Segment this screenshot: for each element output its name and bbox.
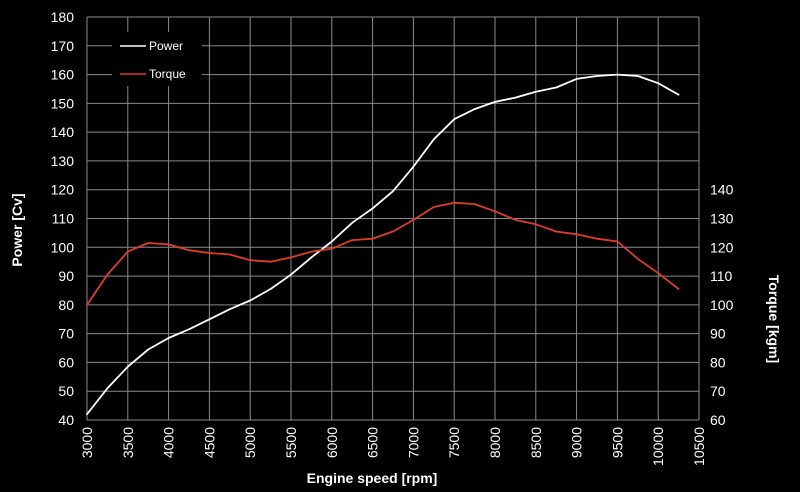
x-tick-label: 10500 — [691, 427, 707, 466]
y-left-tick-label: 130 — [51, 153, 75, 169]
y-axis-right-label: Torque [kgm] — [766, 275, 782, 363]
x-tick-label: 10000 — [650, 427, 666, 466]
y-left-tick-label: 100 — [51, 239, 75, 255]
right-axis-ticks: 60 70 80 90 100 110 120 130 140 — [710, 182, 734, 428]
y-left-tick-label: 110 — [52, 211, 75, 227]
x-axis-ticks: 3000 3500 4000 4500 5000 5500 6000 6500 7000 7500… — [79, 427, 707, 466]
y-right-tick-label: 130 — [710, 211, 734, 227]
y-left-tick-label: 40 — [58, 412, 74, 428]
x-tick-label: 9000 — [569, 427, 585, 458]
y-left-tick-label: 120 — [51, 182, 75, 198]
y-left-tick-label: 170 — [51, 38, 75, 54]
y-axis-left-label: Power [Cv] — [9, 193, 25, 266]
series-layer — [86, 73, 680, 416]
x-tick-label: 5000 — [242, 427, 258, 458]
y-left-tick-label: 160 — [51, 67, 75, 83]
y-right-tick-label: 120 — [710, 239, 734, 255]
series-line-power — [86, 73, 680, 416]
x-tick-label: 8000 — [487, 427, 503, 458]
y-right-tick-label: 90 — [710, 326, 726, 342]
x-tick-label: 4000 — [161, 427, 177, 458]
x-tick-label: 3500 — [120, 427, 136, 458]
y-right-tick-label: 60 — [710, 412, 726, 428]
y-left-tick-label: 90 — [58, 268, 74, 284]
y-right-tick-label: 70 — [710, 383, 726, 399]
legend-box — [112, 32, 202, 86]
legend: Power Torque — [112, 32, 202, 86]
y-right-tick-label: 80 — [710, 354, 726, 370]
y-right-tick-label: 100 — [710, 297, 734, 313]
series-line-torque — [86, 201, 680, 306]
y-left-tick-label: 70 — [58, 326, 74, 342]
y-left-tick-label: 50 — [58, 383, 74, 399]
x-tick-label: 8500 — [528, 427, 544, 458]
x-tick-label: 6500 — [365, 427, 381, 458]
y-left-tick-label: 60 — [58, 354, 74, 370]
y-right-tick-label: 110 — [710, 268, 733, 284]
x-axis-label: Engine speed [rpm] — [307, 470, 438, 486]
y-right-tick-label: 140 — [710, 182, 734, 198]
x-tick-label: 7500 — [446, 427, 462, 458]
y-left-tick-label: 80 — [58, 297, 74, 313]
y-left-tick-label: 150 — [51, 95, 75, 111]
legend-label-torque: Torque — [149, 67, 186, 81]
x-tick-label: 5500 — [283, 427, 299, 458]
y-left-tick-label: 140 — [51, 124, 75, 140]
x-tick-label: 4500 — [201, 427, 217, 458]
x-tick-label: 3000 — [79, 427, 95, 458]
x-tick-label: 9500 — [609, 427, 625, 458]
x-tick-label: 6000 — [324, 427, 340, 458]
x-tick-label: 7000 — [405, 427, 421, 458]
legend-label-power: Power — [149, 39, 183, 53]
y-left-tick-label: 180 — [51, 9, 75, 25]
left-axis-ticks: 40 50 60 70 80 90 100 110 120 130 140 150 160 170 180 — [51, 9, 75, 428]
